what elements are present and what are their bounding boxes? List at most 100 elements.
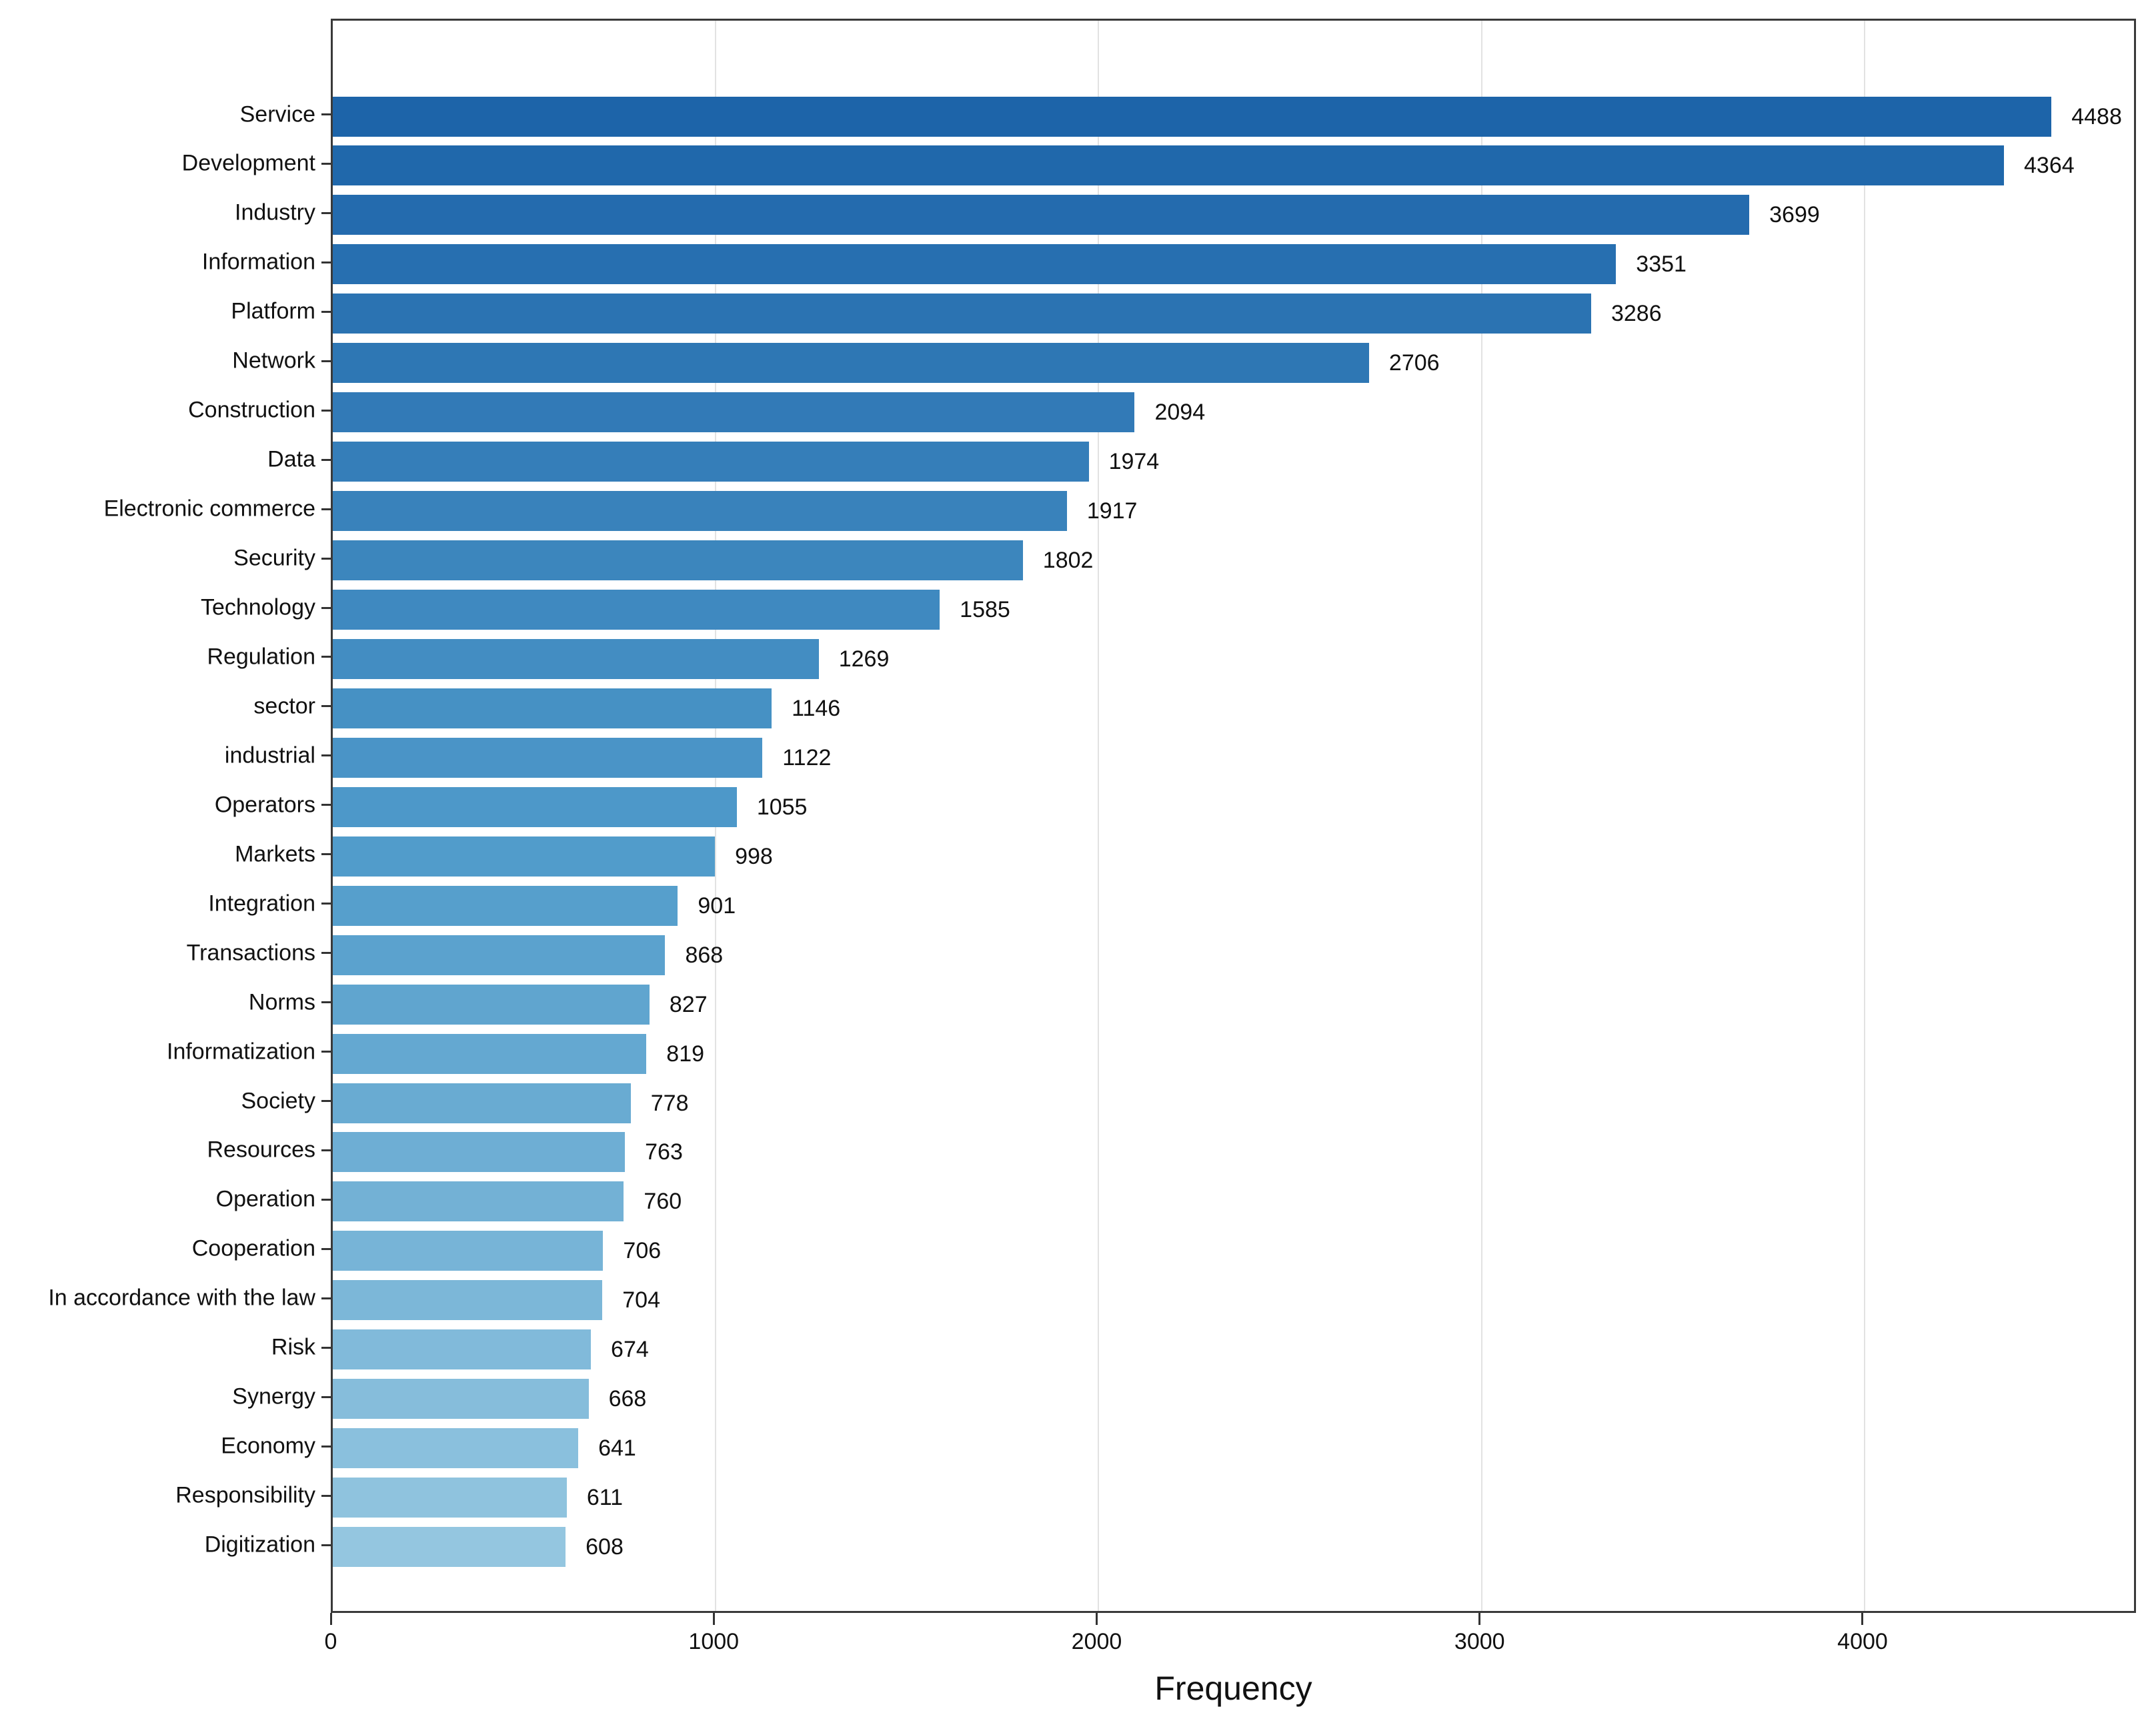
bar: [333, 688, 772, 728]
category-label: Development: [181, 150, 315, 176]
category-label: Cooperation: [191, 1235, 315, 1261]
y-tick-mark: [321, 1445, 331, 1448]
category-label: Responsibility: [175, 1482, 315, 1508]
bar: [333, 1083, 631, 1123]
y-tick-mark: [321, 804, 331, 806]
bar-value-label: 778: [650, 1090, 689, 1116]
x-tick-label: 0: [324, 1629, 337, 1654]
bar-value-label: 1802: [1042, 548, 1094, 574]
category-label: Information: [201, 249, 315, 275]
category-label: Regulation: [207, 644, 315, 670]
y-tick-mark: [321, 1001, 331, 1004]
bar: [333, 885, 678, 926]
y-tick-mark: [321, 458, 331, 461]
bar: [333, 1428, 579, 1469]
x-tick-label: 1000: [688, 1629, 740, 1654]
y-tick-mark: [321, 754, 331, 757]
y-tick-mark: [321, 1051, 331, 1053]
category-label: Synergy: [232, 1383, 315, 1409]
bar-value-label: 760: [644, 1189, 682, 1215]
bar-value-label: 3699: [1769, 202, 1820, 228]
bar-value-label: 611: [586, 1485, 624, 1511]
bar: [333, 1231, 604, 1271]
y-tick-mark: [321, 1544, 331, 1546]
category-label: Operation: [215, 1186, 315, 1212]
category-label: Platform: [231, 298, 315, 324]
gridline: [1863, 21, 1865, 1611]
bar: [333, 836, 716, 877]
category-label: Markets: [235, 841, 315, 867]
x-tick-mark: [712, 1613, 715, 1625]
bar-value-label: 827: [669, 991, 708, 1017]
plot-area: 4488 4364 3699 3351 3286 2706 2094 1974 1917 1802…: [331, 19, 2136, 1613]
bar-value-label: 1146: [792, 695, 841, 721]
y-tick-mark: [321, 1198, 331, 1201]
bar: [333, 343, 1369, 384]
bar-value-label: 608: [586, 1534, 624, 1560]
x-tick-mark: [1095, 1613, 1098, 1625]
category-label: Society: [241, 1088, 316, 1113]
y-tick-mark: [321, 853, 331, 856]
y-tick-mark: [321, 360, 331, 362]
bar-value-label: 763: [645, 1139, 683, 1165]
category-label: Integration: [208, 891, 315, 917]
y-tick-mark: [321, 113, 331, 115]
bar: [333, 442, 1089, 482]
bar-value-label: 704: [622, 1287, 660, 1313]
bar-value-label: 1122: [782, 744, 832, 770]
bar-value-label: 2094: [1154, 400, 1206, 426]
bar: [333, 1132, 626, 1173]
bar: [333, 145, 2004, 186]
category-label: Risk: [271, 1334, 315, 1360]
y-tick-mark: [321, 656, 331, 658]
category-label: Data: [267, 446, 315, 472]
y-tick-mark: [321, 903, 331, 905]
bar: [333, 737, 763, 778]
category-label: Operators: [214, 792, 315, 818]
bar-value-label: 706: [623, 1238, 662, 1264]
bar-value-label: 1974: [1108, 449, 1160, 475]
bar: [333, 96, 2052, 137]
bar: [333, 1329, 592, 1370]
bar: [333, 1379, 589, 1419]
bar-value-label: 998: [735, 843, 773, 869]
gridline: [1098, 21, 1100, 1611]
bar-value-label: 668: [608, 1386, 647, 1412]
bar: [333, 1181, 624, 1222]
bar-value-label: 819: [666, 1041, 705, 1067]
bar: [333, 1478, 567, 1518]
bar: [333, 540, 1023, 581]
y-tick-mark: [321, 211, 331, 214]
bar-value-label: 3286: [1610, 301, 1662, 327]
gridline: [1480, 21, 1482, 1611]
bar: [333, 590, 940, 630]
category-label: Network: [232, 348, 315, 374]
y-tick-mark: [321, 1149, 331, 1151]
bar: [333, 294, 1591, 334]
bar: [333, 1033, 647, 1074]
category-label: industrial: [224, 742, 315, 768]
x-tick-mark: [1478, 1613, 1481, 1625]
y-tick-mark: [321, 1395, 331, 1398]
category-label: In accordance with the law: [48, 1285, 315, 1311]
category-label: Norms: [248, 989, 315, 1015]
bar-value-label: 674: [611, 1337, 649, 1363]
y-tick-mark: [321, 162, 331, 165]
bar: [333, 1527, 566, 1568]
bar: [333, 491, 1067, 532]
x-tick-label: 3000: [1454, 1629, 1505, 1654]
y-tick-mark: [321, 409, 331, 412]
bar-value-label: 901: [698, 893, 736, 919]
y-tick-mark: [321, 557, 331, 560]
bar: [333, 935, 666, 975]
y-tick-mark: [321, 310, 331, 313]
bar-value-label: 4364: [2024, 153, 2075, 179]
y-tick-mark: [321, 261, 331, 263]
category-label: Security: [233, 545, 315, 571]
x-tick-label: 4000: [1837, 1629, 1888, 1654]
bar-value-label: 1269: [838, 646, 890, 672]
x-tick-mark: [329, 1613, 332, 1625]
category-label: Construction: [188, 397, 315, 423]
bar-value-label: 868: [685, 942, 724, 968]
